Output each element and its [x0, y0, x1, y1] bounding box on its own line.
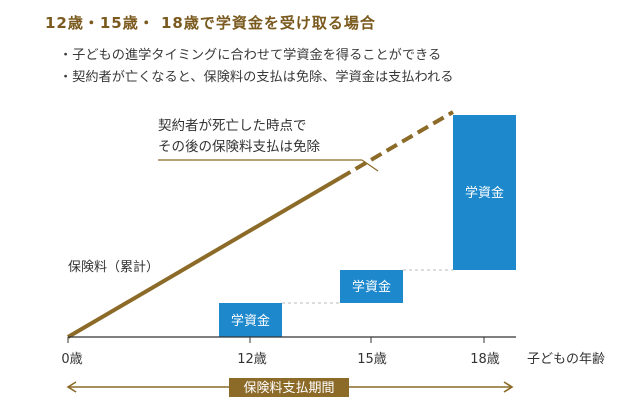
bullet-item: ・子どもの進学タイミングに合わせて学資金を得ることができる: [59, 48, 442, 63]
benefit-bar-18: [453, 115, 516, 270]
benefit-bar-15: [340, 270, 403, 303]
x-tick-label: 15歳: [357, 352, 387, 367]
arrow-left-icon: [66, 381, 77, 393]
period-label-box: [229, 378, 349, 397]
benefit-label: 学資金: [231, 313, 270, 329]
benefit-label: 学資金: [352, 279, 391, 295]
period-label: 保険料支払期間: [243, 381, 334, 396]
annotation-leader: [361, 159, 379, 172]
bullet-item: ・契約者が亡くなると、保険料の支払は免除、学資金は支払われる: [59, 70, 454, 85]
annotation-text: その後の保険料支払は免除: [158, 139, 320, 155]
x-tick-label: 18歳: [470, 352, 500, 367]
arrow-right-icon: [503, 381, 514, 393]
x-tick-label: 12歳: [237, 352, 267, 367]
x-tick-label: 0歳: [61, 352, 82, 367]
page-title: 12歳・15歳・ 18歳で学資金を受け取る場合: [45, 14, 376, 32]
benefit-bar-12: [219, 303, 282, 337]
x-axis-label: 子どもの年齢: [527, 352, 605, 367]
premium-line-dashed: [338, 110, 455, 180]
bullet-list: ・子どもの進学タイミングに合わせて学資金を得ることができる ・契約者が亡くなると…: [59, 45, 453, 89]
annotation-text: 契約者が死亡した時点で: [158, 118, 307, 134]
benefit-label: 学資金: [465, 185, 504, 201]
premium-line: [66, 176, 342, 339]
premium-label: 保険料（累計）: [68, 259, 159, 275]
